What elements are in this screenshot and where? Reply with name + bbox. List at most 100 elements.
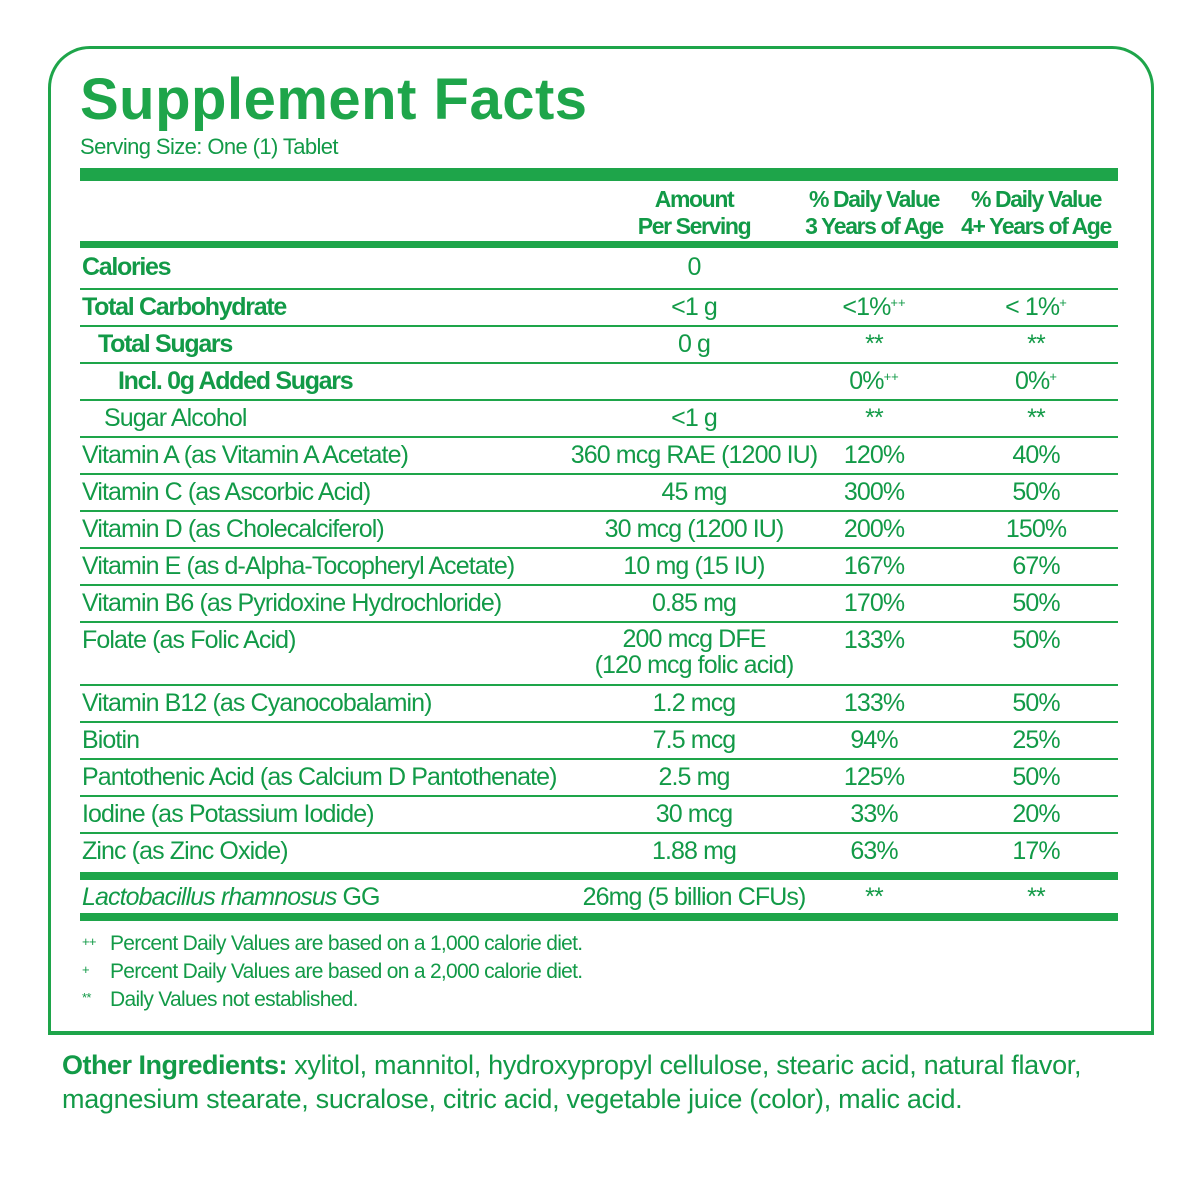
header-amount-line2: Per Serving <box>637 213 752 239</box>
thick-rule-before-probiotic <box>80 872 1118 880</box>
nutrient-dv3: ** <box>865 330 884 359</box>
nutrient-amount: 200 mcg DFE (120 mcg folic acid) <box>595 626 795 678</box>
dv4-value: ** <box>1027 404 1046 432</box>
nutrient-dv4: 17% <box>1012 837 1060 866</box>
other-ingredients-label: Other Ingredients: <box>62 1050 288 1080</box>
thick-rule-top <box>80 168 1118 181</box>
dv4-value: 20% <box>1012 800 1060 828</box>
header-dv3-line1: % Daily Value <box>808 186 941 212</box>
header-dv4-line2: 4+ Years of Age <box>961 213 1112 239</box>
dv3-value: <1% <box>842 293 891 321</box>
nutrient-dv4: 50% <box>1012 689 1060 718</box>
dv4-footnote-mark: + <box>1059 295 1067 310</box>
dv3-value: ** <box>865 330 884 358</box>
probiotic-row: Lactobacillus rhamnosus GG 26mg (5 billi… <box>80 880 1118 913</box>
nutrient-name: Vitamin A (as Vitamin A Acetate) <box>82 441 409 469</box>
table-row: Vitamin C (as Ascorbic Acid) 45 mg 300% 50% <box>80 475 1118 512</box>
table-row: Vitamin B6 (as Pyridoxine Hydrochloride)… <box>80 586 1118 623</box>
dv3-value: 0% <box>849 367 884 395</box>
table-row: Vitamin E (as d-Alpha-Tocopheryl Acetate… <box>80 549 1118 586</box>
header-dv4-line1: % Daily Value <box>970 186 1103 212</box>
nutrient-dv3: 0%++ <box>849 367 899 396</box>
nutrient-dv4: 50% <box>1012 626 1060 655</box>
header-dv3: % Daily Value 3 Years of Age <box>794 186 954 240</box>
table-row: Pantothenic Acid (as Calcium D Pantothen… <box>80 760 1118 797</box>
nutrient-dv3: 170% <box>844 589 905 618</box>
medium-rule <box>80 241 1118 248</box>
nutrient-amount: 0 <box>687 253 701 281</box>
dv3-value: 300% <box>843 478 905 506</box>
nutrient-amount: 2.5 mg <box>658 763 730 791</box>
nutrient-name: Vitamin B6 (as Pyridoxine Hydrochloride) <box>82 589 502 617</box>
footnote-symbol: ++ <box>82 934 96 949</box>
nutrient-dv4: ** <box>1027 330 1046 359</box>
dv3-value: ** <box>865 404 884 432</box>
nutrient-amount: 0.85 mg <box>651 589 737 617</box>
nutrient-dv4: 0%+ <box>1015 367 1057 396</box>
probiotic-dv4: ** <box>1027 883 1046 911</box>
nutrient-dv4: 20% <box>1012 800 1060 829</box>
nutrient-amount: 0 g <box>677 330 711 358</box>
footnote-1: ++ Percent Daily Values are based on a 1,… <box>82 932 583 956</box>
nutrient-amount: <1 g <box>671 404 718 432</box>
probiotic-name: Lactobacillus rhamnosus GG <box>82 883 380 912</box>
serving-size: Serving Size: One (1) Tablet <box>80 134 339 159</box>
table-row: Sugar Alcohol <1 g ** ** <box>80 401 1118 438</box>
nutrient-dv4: 67% <box>1012 552 1060 581</box>
footnote-text: Percent Daily Values are based on a 2,00… <box>110 960 583 983</box>
dv3-value: 133% <box>843 626 905 654</box>
nutrient-dv4: 50% <box>1012 478 1060 507</box>
dv3-footnote-mark: ++ <box>890 295 906 310</box>
table-row: Zinc (as Zinc Oxide) 1.88 mg 63% 17% <box>80 834 1118 871</box>
nutrient-name: Incl. 0g Added Sugars <box>118 367 354 395</box>
nutrient-name: Vitamin D (as Cholecalciferol) <box>82 515 385 543</box>
dv4-value: 150% <box>1005 515 1067 543</box>
probiotic-name-italic: Lactobacillus rhamnosus <box>82 883 337 911</box>
nutrient-dv3: 94% <box>850 726 898 755</box>
table-row: Iodine (as Potassium Iodide) 30 mcg 33% 20% <box>80 797 1118 834</box>
nutrient-amount: 10 mg (15 IU) <box>623 552 765 580</box>
nutrient-amount: 360 mcg RAE (1200 IU) <box>570 441 818 469</box>
nutrient-dv4: 50% <box>1012 763 1060 792</box>
nutrient-name: Biotin <box>82 726 140 754</box>
nutrient-amount: 1.2 mcg <box>652 689 737 717</box>
header-dv3-line2: 3 Years of Age <box>805 213 944 239</box>
footnote-symbol: ** <box>82 990 91 1005</box>
dv4-value: 67% <box>1012 552 1060 580</box>
nutrient-dv4: 40% <box>1012 441 1060 470</box>
dv3-value: 200% <box>843 515 905 543</box>
dv4-value: 50% <box>1012 689 1060 717</box>
nutrient-name: Sugar Alcohol <box>104 404 247 432</box>
nutrient-name: Iodine (as Potassium Iodide) <box>82 800 375 828</box>
nutrient-name: Calories <box>82 253 172 281</box>
dv4-value: 50% <box>1012 589 1060 617</box>
table-row: Calories 0 <box>80 250 1118 290</box>
footnote-2: + Percent Daily Values are based on a 2,0… <box>82 960 583 984</box>
nutrient-dv4: 50% <box>1012 589 1060 618</box>
other-ingredients-text: xylitol, mannitol, hydroxypropyl cellulo… <box>62 1050 1082 1114</box>
nutrient-dv3: 167% <box>843 552 905 581</box>
supplement-facts-panel <box>48 46 1154 1035</box>
table-row: Folate (as Folic Acid) 200 mcg DFE (120 mc… <box>80 623 1118 686</box>
dv3-value: 33% <box>850 800 898 828</box>
nutrient-amount: 30 mcg <box>655 800 733 828</box>
nutrient-dv3: 120% <box>844 441 905 470</box>
nutrient-dv4: ** <box>1027 404 1046 433</box>
nutrient-dv4: < 1%+ <box>1005 293 1067 322</box>
nutrient-amount: 1.88 mg <box>651 837 737 865</box>
page-title: Supplement Facts <box>80 67 588 132</box>
nutrient-dv3: <1%++ <box>842 293 905 322</box>
probiotic-dv3: ** <box>865 883 884 911</box>
nutrient-dv3: 133% <box>843 626 905 655</box>
nutrient-dv3: 300% <box>843 478 905 507</box>
dv3-value: 125% <box>843 763 905 791</box>
nutrient-dv3: 63% <box>850 837 898 866</box>
nutrient-dv4: 150% <box>1005 515 1067 544</box>
other-ingredients: Other Ingredients: xylitol, mannitol, hy… <box>62 1048 1162 1116</box>
footnote-3: ** Daily Values not established. <box>82 988 359 1012</box>
dv3-value: 167% <box>843 552 905 580</box>
header-dv4: % Daily Value 4+ Years of Age <box>956 186 1116 240</box>
nutrient-name: Vitamin C (as Ascorbic Acid) <box>82 478 371 506</box>
footnote-text: Daily Values not established. <box>110 988 359 1011</box>
nutrient-table: Calories 0 Total Carbohydrate <1 g <1%++ < 1%… <box>80 250 1118 871</box>
